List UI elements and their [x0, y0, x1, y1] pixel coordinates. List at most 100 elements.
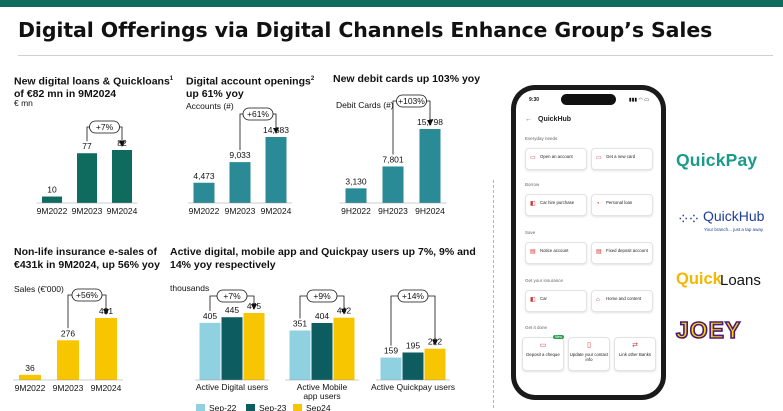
- bar-4-1-0: [289, 330, 311, 380]
- category-label-2-0: 9H2022: [341, 206, 371, 216]
- growth-annotation-0-badge: [89, 120, 120, 134]
- bar-4-2-1: [402, 352, 424, 380]
- tile-car-hire-purchase[interactable]: ◧ Car hire purchase: [525, 194, 587, 216]
- growth-annotation-4-2-label: +14%: [402, 291, 424, 301]
- growth-annotation-2-arrowhead: [427, 120, 433, 126]
- cheque-icon: ▭: [539, 342, 547, 349]
- section-save: Save: [525, 230, 536, 235]
- title-divider: [18, 55, 773, 56]
- growth-annotation-0-label: +7%: [96, 122, 114, 132]
- growth-annotation-4-2-arrowhead: [432, 339, 438, 346]
- quickloans-logo-quick: Quick: [676, 270, 722, 288]
- category-label-3-0: 9M2022: [15, 383, 46, 393]
- ylabel-insurance: Sales (€'000): [14, 284, 64, 294]
- growth-annotation-4-1-label: +9%: [313, 291, 331, 301]
- tile-car-insurance[interactable]: ◧ Car: [525, 290, 587, 312]
- phone-notch: [561, 94, 616, 105]
- growth-annotation-4-2-badge: [397, 289, 429, 303]
- tile-personal-loan[interactable]: ◔ Personal loan: [591, 194, 653, 216]
- category-label-1-1: 9M2023: [225, 206, 256, 216]
- section-get-it-done: Get it done: [525, 325, 548, 330]
- deposit-icon: ▤: [596, 249, 602, 255]
- value-label-4-1-1: 404: [315, 311, 329, 321]
- value-label-4-0-0: 405: [203, 311, 217, 321]
- bar-1-1: [229, 162, 251, 203]
- tile-home-content[interactable]: ⌂ Home and content: [591, 290, 653, 312]
- quickhub-tagline: Your branch... just a tap away: [704, 227, 764, 232]
- ylabel-accounts: Accounts (#): [186, 101, 234, 111]
- legend-swatch-0: [196, 404, 205, 411]
- status-icons: ▮▮▮ ◠ ▭: [628, 97, 649, 103]
- bar-1-0: [193, 182, 215, 203]
- bar-3-0: [19, 374, 41, 380]
- value-label-4-2-1: 195: [406, 340, 420, 350]
- tile-notice-account[interactable]: ▤ Notice account: [525, 242, 587, 264]
- legend-label-1: Sep-23: [259, 403, 287, 411]
- growth-annotation-1-badge: [242, 107, 274, 121]
- joey-logo: JOEY: [675, 316, 742, 344]
- growth-annotation-2-badge: [396, 94, 427, 108]
- category-label-3-1: 9M2023: [53, 383, 84, 393]
- legend-swatch-1: [246, 404, 255, 411]
- account-icon: ▭: [530, 155, 536, 161]
- bar-2-1: [382, 166, 404, 203]
- legend-swatch-2: [293, 404, 302, 411]
- quickhub-dots-icon: ⁘⁘: [677, 211, 700, 228]
- bar-4-1-2: [333, 317, 355, 380]
- top-accent-bar: [0, 0, 783, 7]
- legend-label-2: Sep24: [306, 403, 331, 411]
- tile-update-contact[interactable]: ▯ Update your contact info: [568, 337, 610, 371]
- panel-title-accounts: Digital account openings2 up 61% yoy: [186, 75, 315, 101]
- panel-title-insurance: Non-life insurance e-sales of €431k in 9M…: [14, 246, 160, 271]
- ylabel-users: thousands: [170, 283, 210, 293]
- value-label-0-1: 77: [82, 141, 92, 151]
- growth-annotation-3-label: +56%: [76, 290, 98, 300]
- section-insurance: Get your insurance: [525, 278, 564, 283]
- category-label-4-2-0: Active Quickpay users: [371, 382, 455, 392]
- value-label-0-0: 10: [47, 185, 57, 195]
- growth-annotation-1-arrowhead: [273, 128, 279, 134]
- dashed-separator: [493, 180, 495, 408]
- bar-0-2: [112, 150, 132, 203]
- category-label-4-1-0: Active Mobile: [297, 382, 348, 392]
- bar-4-1-1: [311, 323, 333, 380]
- panel-title-debit-cards: New debit cards up 103% yoy: [333, 73, 481, 85]
- phone-icon: ▯: [587, 342, 591, 349]
- value-label-1-1: 9,033: [229, 150, 251, 160]
- growth-annotation-4-1-arrowhead: [341, 308, 347, 315]
- growth-annotation-4-0-arrowhead: [251, 304, 257, 310]
- bar-4-0-1: [221, 317, 243, 380]
- growth-annotation-2-label: +103%: [398, 96, 425, 106]
- category-label-2-2: 9H2024: [415, 206, 445, 216]
- tile-deposit-cheque[interactable]: New ▭ Deposit a cheque: [522, 335, 565, 371]
- new-badge: New: [553, 335, 565, 339]
- category-label-0-1: 9M2023: [72, 206, 103, 216]
- category-label-0-2: 9M2024: [107, 206, 138, 216]
- page-title: Digital Offerings via Digital Channels E…: [18, 18, 713, 42]
- tile-fixed-deposit[interactable]: ▤ Fixed deposit account: [591, 242, 653, 264]
- car-icon: ◧: [530, 297, 536, 303]
- bar-3-1: [57, 340, 79, 380]
- tile-open-account[interactable]: ▭ Open an account: [525, 148, 587, 170]
- bar-1-2: [265, 137, 287, 203]
- ylabel-debit-cards: Debit Cards (#): [336, 100, 394, 110]
- ylabel-loans: € mn: [14, 98, 33, 108]
- growth-annotation-1-label: +61%: [247, 109, 269, 119]
- value-label-4-1-0: 351: [293, 318, 307, 328]
- growth-annotation-4-0-label: +7%: [223, 291, 241, 301]
- category-label-0-0: 9M2022: [37, 206, 68, 216]
- growth-annotation-0-arrowhead: [119, 141, 125, 147]
- link-icon: ⇄: [632, 342, 638, 349]
- value-label-4-0-1: 445: [225, 305, 239, 315]
- category-label-1-2: 9M2024: [261, 206, 292, 216]
- back-arrow-icon[interactable]: ←: [525, 116, 532, 123]
- tile-new-card[interactable]: ▭ Get a new card: [591, 148, 653, 170]
- value-label-4-2-0: 159: [384, 346, 398, 356]
- growth-annotation-3-badge: [71, 288, 103, 302]
- growth-annotation-4-0-badge: [216, 289, 248, 303]
- bar-2-0: [345, 188, 367, 203]
- car-icon: ◧: [530, 201, 536, 207]
- bar-4-2-0: [380, 357, 402, 380]
- tile-link-banks[interactable]: ⇄ Link other Banks: [614, 337, 656, 371]
